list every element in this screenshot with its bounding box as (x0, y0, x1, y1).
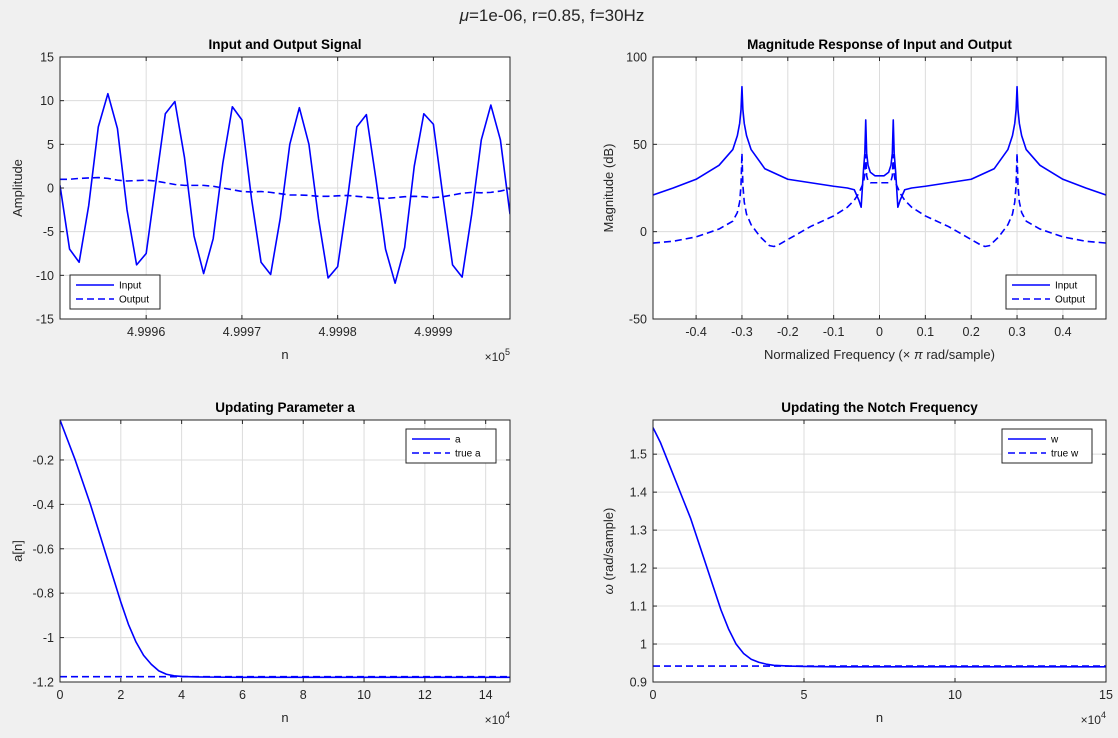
chart4-ytick-label-4: 1.3 (630, 524, 647, 538)
chart2-ytick-label-1: 0 (640, 225, 647, 239)
chart1-ytick-label-2: -5 (43, 225, 54, 239)
chart3-legend-label-0: a (455, 435, 461, 446)
chart4-ytick-label-0: 0.9 (630, 676, 647, 690)
chart4-ytick-label-3: 1.2 (630, 562, 647, 576)
chart1-ytick-label-3: 0 (47, 182, 54, 196)
chart3: 0 2 4 6 8 10 12 14 -1.2 -1 -0.8 -0.6 -0.4 -0.2 Updatin… (10, 400, 511, 727)
chart1-xtick-label-2: 4.9998 (319, 325, 357, 339)
chart4-legend-box (1001, 428, 1093, 464)
chart2-xtick-label-5: 0.1 (917, 325, 934, 339)
chart2-xtick-label-0: -0.4 (685, 325, 707, 339)
chart1-legend-label-1: Output (119, 295, 149, 306)
chart2-xtick-label-4: 0 (876, 325, 883, 339)
chart2-xtick-label-8: 0.4 (1054, 325, 1071, 339)
chart1-ytick-label-6: 15 (40, 51, 54, 65)
chart4-x-multiplier: ×104 (1081, 710, 1106, 727)
chart2-legend-label-1: Output (1055, 295, 1085, 306)
chart4-axes-box (652, 419, 1107, 683)
chart4-xtick-label-3: 15 (1099, 688, 1113, 702)
chart1-series (60, 92, 510, 284)
chart4-ylabel: ω (rad/sample) (601, 508, 616, 595)
chart1-legend: Input Output (69, 274, 161, 310)
chart2: -0.4 -0.3 -0.2 -0.1 0 0.1 0.2 0.3 0.4 -50 0 50 100 Ma… (601, 37, 1107, 362)
chart2-xtick-label-3: -0.1 (823, 325, 845, 339)
chart3-xtick-label-4: 8 (300, 688, 307, 702)
chart2-xtick-label-2: -0.2 (777, 325, 799, 339)
chart3-xtick-label-7: 14 (479, 688, 493, 702)
chart3-ytick-label-4: -0.4 (32, 498, 54, 512)
chart2-series (653, 85, 1106, 248)
chart2-legend-label-0: Input (1055, 281, 1077, 292)
chart4-ytick-label-5: 1.4 (630, 486, 647, 500)
chart4-ytick-label-2: 1.1 (630, 600, 647, 614)
chart4-legend-label-1: true w (1051, 449, 1079, 460)
chart3-ytick-label-3: -0.6 (32, 542, 54, 556)
chart3-ytick-label-2: -0.8 (32, 587, 54, 601)
chart2-xtick-label-6: 0.2 (963, 325, 980, 339)
chart1-ytick-label-1: -10 (36, 269, 54, 283)
chart1-ytick-label-0: -15 (36, 313, 54, 327)
chart4-legend-label-0: w (1050, 435, 1059, 446)
chart4-xtick-label-0: 0 (650, 688, 657, 702)
chart4-xtick-label-2: 10 (948, 688, 962, 702)
chart1-ylabel: Amplitude (10, 159, 25, 217)
chart2-legend-box (1005, 274, 1097, 310)
chart3-ytick-label-5: -0.2 (32, 453, 54, 467)
figure-title: μ=1e-06, r=0.85, f=30Hz (459, 6, 645, 25)
chart1-legend-label-0: Input (119, 281, 141, 292)
chart2-ytick-label-3: 100 (626, 51, 647, 65)
chart1: 4.9996 4.9997 4.9998 4.9999 -15 -10 -5 0 5 10 15 In… (10, 37, 511, 364)
chart2-ytick-label-0: -50 (629, 313, 647, 327)
chart3-xtick-label-0: 0 (57, 688, 64, 702)
chart3-xtick-label-6: 12 (418, 688, 432, 702)
chart4: 0 5 10 15 0.9 1 1.1 1.2 1.3 1.4 1.5 Updating the No… (601, 400, 1113, 727)
chart1-ytick-label-5: 10 (40, 94, 54, 108)
chart1-legend-box (69, 274, 161, 310)
chart3-ytick-label-1: -1 (43, 631, 54, 645)
chart3-x-multiplier: ×104 (485, 710, 510, 727)
chart4-legend: w true w (1001, 428, 1093, 464)
chart3-series (60, 420, 510, 679)
chart3-ytick-label-0: -1.2 (32, 676, 54, 690)
chart2-legend: Input Output (1005, 274, 1097, 310)
chart2-ylabel: Magnitude (dB) (601, 144, 616, 233)
chart3-axes-box (59, 419, 511, 683)
chart3-xtick-label-2: 4 (178, 688, 185, 702)
chart3-xtick-label-5: 10 (357, 688, 371, 702)
chart1-xlabel: n (281, 347, 288, 362)
chart4-xtick-label-1: 5 (801, 688, 808, 702)
subplots: 4.9996 4.9997 4.9998 4.9999-15-10-5051015In… (10, 37, 1113, 727)
chart3-title: Updating Parameter a (215, 400, 355, 415)
chart1-xtick-label-1: 4.9997 (223, 325, 261, 339)
chart2-ytick-label-2: 50 (633, 138, 647, 152)
chart4-xlabel: n (876, 710, 883, 725)
chart3-legend-box (405, 428, 497, 464)
chart3-xlabel: n (281, 710, 288, 725)
chart3-xtick-label-1: 2 (117, 688, 124, 702)
chart1-ytick-label-4: 5 (47, 138, 54, 152)
chart3-xtick-label-3: 6 (239, 688, 246, 702)
chart2-xlabel: Normalized Frequency (× π rad/sample) (764, 347, 995, 362)
chart2-title: Magnitude Response of Input and Output (747, 37, 1012, 52)
chart1-xtick-label-0: 4.9996 (127, 325, 165, 339)
chart2-xtick-label-7: 0.3 (1008, 325, 1025, 339)
chart4-title: Updating the Notch Frequency (781, 400, 978, 415)
chart1-title: Input and Output Signal (209, 37, 362, 52)
chart1-x-multiplier: ×105 (485, 347, 510, 364)
chart4-ytick-label-1: 1 (640, 638, 647, 652)
chart1-series-output-line (60, 176, 510, 200)
chart2-series-input-line (653, 85, 1106, 209)
chart3-legend: a true a (405, 428, 497, 464)
chart3-legend-label-1: true a (455, 449, 481, 460)
chart4-series (653, 427, 1106, 668)
chart2-xtick-label-1: -0.3 (731, 325, 753, 339)
chart1-series-input-line (60, 92, 510, 284)
chart1-xtick-label-3: 4.9999 (414, 325, 452, 339)
chart3-ylabel: a[n] (10, 540, 25, 562)
chart4-plot-area (653, 420, 1106, 682)
chart4-ytick-label-6: 1.5 (630, 448, 647, 462)
